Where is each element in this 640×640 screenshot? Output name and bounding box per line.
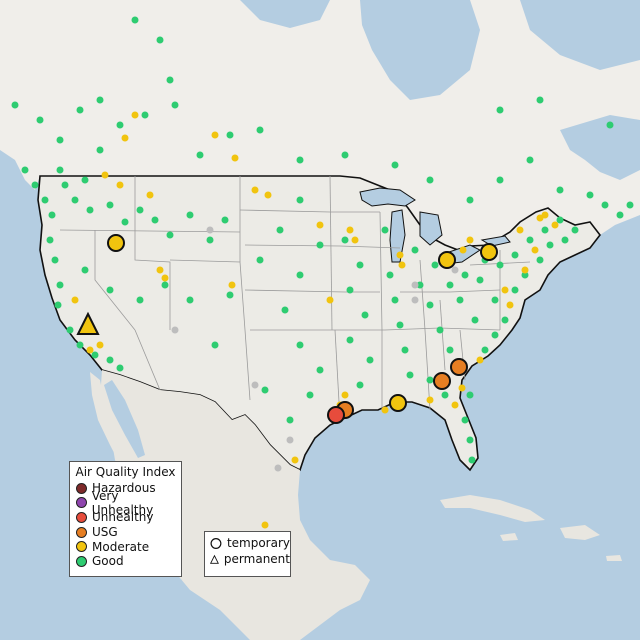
temporary-usg-monitor — [450, 358, 468, 376]
temporary-moderate-monitor — [389, 394, 407, 412]
legend-title: Air Quality Index — [75, 465, 176, 479]
temporary-moderate-monitor — [107, 234, 125, 252]
aqi-legend: Air Quality Index Hazardous Very Unhealt… — [69, 461, 182, 577]
mexico-land — [100, 370, 370, 640]
lake-huron — [419, 211, 443, 246]
gulf-st-lawrence — [560, 115, 640, 180]
usg-swatch-icon — [76, 526, 87, 538]
legend-item-moderate: Moderate — [70, 539, 181, 554]
legend-item-good: Good — [70, 554, 181, 569]
temporary-moderate-monitor — [438, 251, 456, 269]
moderate-swatch-icon — [76, 541, 87, 553]
baja-california — [90, 372, 130, 470]
hudson-bay — [360, 0, 480, 100]
legend-item-label: Moderate — [92, 539, 150, 554]
highlighted-monitors — [76, 234, 498, 424]
atlantic-north — [520, 0, 640, 70]
moderate-sites — [71, 111, 559, 529]
legend-item-label: Very Unhealthy — [91, 488, 154, 517]
hazardous-swatch-icon — [76, 482, 87, 494]
legend-item-label: Unhealthy — [92, 510, 154, 525]
arctic-water — [240, 0, 330, 28]
circle-icon — [210, 537, 222, 549]
legend-item-hazardous: Hazardous — [70, 481, 181, 496]
gulf-of-california — [104, 380, 145, 458]
legend-item-unhealthy: Unhealthy — [70, 510, 181, 525]
very-unhealthy-swatch-icon — [76, 497, 87, 509]
nodata-sites — [171, 226, 459, 472]
temporary-unhealthy-monitor — [327, 406, 345, 424]
good-swatch-icon — [76, 555, 87, 567]
legend-item-very-unhealthy: Very Unhealthy — [70, 489, 181, 517]
legend-item-label: permanent — [223, 552, 290, 566]
lake-superior — [359, 187, 416, 207]
monitor-type-legend: temporary permanent — [204, 531, 291, 577]
temporary-usg-monitor — [433, 372, 451, 390]
temporary-moderate-monitor — [480, 243, 498, 261]
puerto-rico — [606, 555, 622, 561]
legend-item-label: USG — [92, 525, 118, 540]
cuba — [440, 495, 545, 522]
canada-land — [0, 0, 640, 250]
legend-item-label: temporary — [226, 536, 290, 550]
lake-michigan — [389, 209, 406, 263]
hispaniola — [560, 525, 600, 540]
jamaica — [500, 533, 518, 541]
legend-item-usg: USG — [70, 525, 181, 540]
legend-item-temporary: temporary — [205, 535, 290, 551]
legend-item-permanent: permanent — [205, 551, 290, 567]
legend-item-label: Hazardous — [92, 481, 156, 496]
permanent-moderate-monitor — [76, 311, 100, 335]
good-sites — [11, 16, 634, 464]
triangle-icon — [210, 554, 219, 564]
unhealthy-swatch-icon — [76, 511, 87, 523]
legend-item-label: Good — [92, 554, 124, 569]
